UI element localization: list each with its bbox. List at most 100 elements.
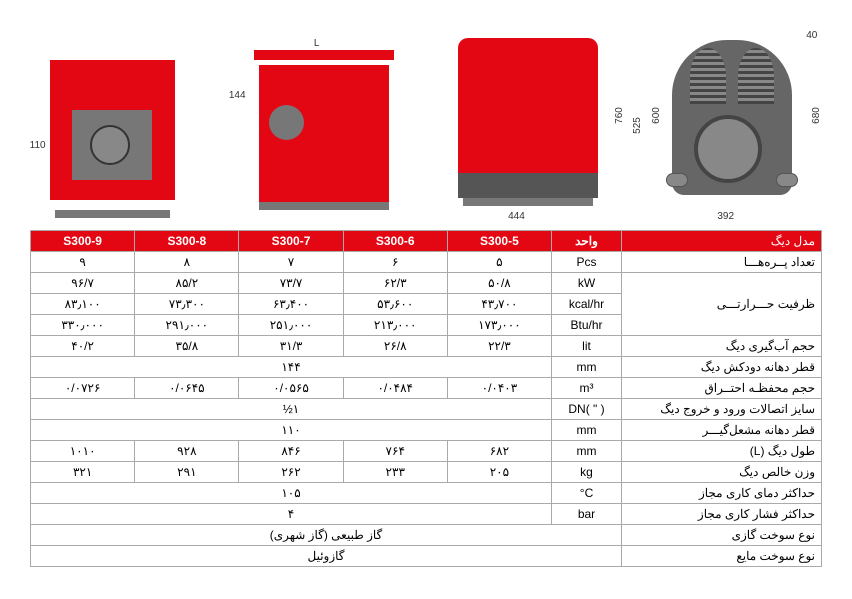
row-unit: Btu/hr <box>552 315 622 336</box>
row-unit: mm <box>552 357 622 378</box>
row-unit: m³ <box>552 378 622 399</box>
row-merged-value: ۱۴۴ <box>31 357 552 378</box>
row-value: ۲۳۳ <box>343 462 447 483</box>
row-merged-value: ۱۱۰ <box>31 420 552 441</box>
row-value: ۱۷۳٫۰۰۰ <box>447 315 551 336</box>
row-merged-value: ۴ <box>31 504 552 525</box>
header-s9: S300-9 <box>31 231 135 252</box>
row-value: ۵۳٫۶۰۰ <box>343 294 447 315</box>
row-unit: Pcs <box>552 252 622 273</box>
dim-760: 760 <box>614 107 625 124</box>
table-row: حداکثر دمای کاری مجاز°C۱۰۵ <box>31 483 822 504</box>
header-s7: S300-7 <box>239 231 343 252</box>
row-value: ۴۳٫۷۰۰ <box>447 294 551 315</box>
technical-diagrams: 110 L 144 760 525 444 40 600 <box>30 10 822 210</box>
row-label: حداکثر فشار کاری مجاز <box>622 504 822 525</box>
row-value: ۹۶/۷ <box>31 273 135 294</box>
diagram-side-view: L 144 <box>234 50 394 210</box>
row-unit: lit <box>552 336 622 357</box>
row-value: ۶ <box>343 252 447 273</box>
row-merged-value: گازوئیل <box>31 546 622 567</box>
row-unit: bar <box>552 504 622 525</box>
header-unit: واحد <box>552 231 622 252</box>
row-value: ۷۳٫۳۰۰ <box>135 294 239 315</box>
row-value: ۶۳٫۴۰۰ <box>239 294 343 315</box>
row-label: حجم آب‌گیری دیگ <box>622 336 822 357</box>
table-header-row: مدل دیگ واحد S300-5 S300-6 S300-7 S300-8… <box>31 231 822 252</box>
row-value: ۸۵/۲ <box>135 273 239 294</box>
row-unit: mm <box>552 420 622 441</box>
table-row: حداکثر فشار کاری مجازbar۴ <box>31 504 822 525</box>
row-value: ۶۸۲ <box>447 441 551 462</box>
diagram-cross-section: 40 600 680 392 <box>662 30 802 210</box>
row-value: ۷۳/۷ <box>239 273 343 294</box>
row-value: ۵ <box>447 252 551 273</box>
header-s5: S300-5 <box>447 231 551 252</box>
row-value: ۳۵/۸ <box>135 336 239 357</box>
row-value: ۰/۰۶۴۵ <box>135 378 239 399</box>
row-value: ۸۳٫۱۰۰ <box>31 294 135 315</box>
row-unit: °C <box>552 483 622 504</box>
row-value: ۴۰/۲ <box>31 336 135 357</box>
table-row: قطر دهانه مشعل‌گیـــرmm۱۱۰ <box>31 420 822 441</box>
row-value: ۲۰۵ <box>447 462 551 483</box>
dim-680: 680 <box>811 107 822 124</box>
row-label: طول دیگ (L) <box>622 441 822 462</box>
row-unit: kcal/hr <box>552 294 622 315</box>
dim-40: 40 <box>806 30 817 41</box>
diagram-front-view: 110 <box>50 60 180 210</box>
header-model: مدل دیگ <box>622 231 822 252</box>
row-unit: DN( " ) <box>552 399 622 420</box>
table-row: تعداد پــره‌هـــاPcs۵۶۷۸۹ <box>31 252 822 273</box>
row-value: ۵۰/۸ <box>447 273 551 294</box>
row-value: ۸ <box>135 252 239 273</box>
row-value: ۹۲۸ <box>135 441 239 462</box>
row-unit: mm <box>552 441 622 462</box>
row-value: ۲۹۱ <box>135 462 239 483</box>
table-row: نوع سوخت گازیگاز طبیعی (گاز شهری) <box>31 525 822 546</box>
row-value: ۲۱۳٫۰۰۰ <box>343 315 447 336</box>
table-row: ظرفیت حـــرارتـــیkW۵۰/۸۶۲/۳۷۳/۷۸۵/۲۹۶/۷ <box>31 273 822 294</box>
row-label: حجم محفظـه احتــراق <box>622 378 822 399</box>
row-value: ۲۹۱٫۰۰۰ <box>135 315 239 336</box>
row-label: قطر دهانه دودکش دیگ <box>622 357 822 378</box>
dim-144: 144 <box>229 90 246 101</box>
row-merged-value: ۱½ <box>31 399 552 420</box>
header-s6: S300-6 <box>343 231 447 252</box>
row-value: ۷۶۴ <box>343 441 447 462</box>
row-value: ۲۲/۳ <box>447 336 551 357</box>
table-row: سایز اتصالات ورود و خروج دیگDN( " )۱½ <box>31 399 822 420</box>
row-value: ۲۶/۸ <box>343 336 447 357</box>
diagram-panel-view: 760 525 444 <box>448 30 608 210</box>
row-label: حداکثر دمای کاری مجاز <box>622 483 822 504</box>
dim-L: L <box>314 38 320 49</box>
table-row: وزن خالص دیگkg۲۰۵۲۳۳۲۶۲۲۹۱۳۲۱ <box>31 462 822 483</box>
table-row: طول دیگ (L)mm۶۸۲۷۶۴۸۴۶۹۲۸۱۰۱۰ <box>31 441 822 462</box>
row-value: ۰/۰۷۲۶ <box>31 378 135 399</box>
row-unit: kg <box>552 462 622 483</box>
specifications-table: مدل دیگ واحد S300-5 S300-6 S300-7 S300-8… <box>30 230 822 567</box>
row-value: ۰/۰۴۸۴ <box>343 378 447 399</box>
header-s8: S300-8 <box>135 231 239 252</box>
row-value: ۲۵۱٫۰۰۰ <box>239 315 343 336</box>
row-value: ۰/۰۵۶۵ <box>239 378 343 399</box>
row-merged-value: گاز طبیعی (گاز شهری) <box>31 525 622 546</box>
row-label: نوع سوخت گازی <box>622 525 822 546</box>
row-label: نوع سوخت مایع <box>622 546 822 567</box>
row-value: ۳۱/۳ <box>239 336 343 357</box>
dim-392: 392 <box>717 211 734 222</box>
table-row: قطر دهانه دودکش دیگmm۱۴۴ <box>31 357 822 378</box>
dim-525: 525 <box>632 117 643 134</box>
row-value: ۳۳۰٫۰۰۰ <box>31 315 135 336</box>
row-value: ۳۲۱ <box>31 462 135 483</box>
row-value: ۹ <box>31 252 135 273</box>
row-label: قطر دهانه مشعل‌گیـــر <box>622 420 822 441</box>
table-row: نوع سوخت مایعگازوئیل <box>31 546 822 567</box>
row-label: تعداد پــره‌هـــا <box>622 252 822 273</box>
row-merged-value: ۱۰۵ <box>31 483 552 504</box>
row-value: ۱۰۱۰ <box>31 441 135 462</box>
row-unit: kW <box>552 273 622 294</box>
row-value: ۶۲/۳ <box>343 273 447 294</box>
dim-444: 444 <box>508 211 525 222</box>
row-value: ۷ <box>239 252 343 273</box>
